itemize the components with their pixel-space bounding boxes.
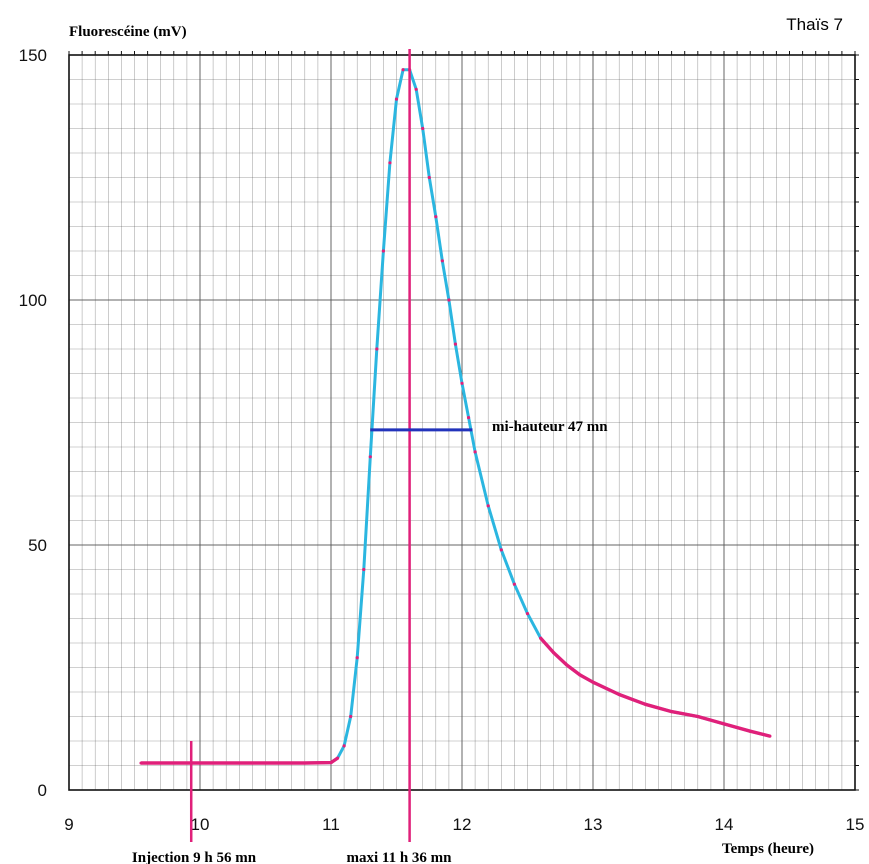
data-point [460,381,464,385]
data-point [552,651,556,655]
data-point [440,259,444,263]
annotations [189,49,473,842]
data-point [263,761,268,765]
data-point [565,663,569,667]
y-axis-label: Fluorescéine (mV) [69,24,187,40]
data-point [329,760,333,765]
x-tick-label: 12 [453,815,472,834]
data-point [303,761,307,765]
y-tick-label: 150 [19,46,47,65]
data-point [421,126,425,131]
x-tick-label: 10 [191,815,210,834]
plot-frame [68,51,859,791]
data-point [591,680,595,684]
data-point [643,702,648,706]
data-point [499,548,503,552]
data-series [139,68,772,765]
data-point [696,714,700,719]
data-point [368,455,372,459]
data-point [362,567,366,572]
data-point [512,582,517,586]
data-point [342,744,346,748]
data-point [394,97,399,101]
y-tick-label: 100 [19,291,47,310]
data-point [617,692,621,697]
data-point [427,175,431,180]
x-tick-label: 15 [846,815,865,834]
data-point [434,215,438,219]
data-point [447,298,451,302]
data-point [414,87,418,91]
x-tick-label: 9 [64,815,73,834]
data-point [670,710,674,714]
data-point [539,636,543,640]
data-point [335,756,340,760]
data-point [388,161,392,165]
maximum-label: maxi 11 h 36 mn [346,850,452,864]
series-tail-line [539,636,771,738]
data-point [349,714,353,719]
data-point [375,347,379,351]
chart-title: Thaïs 7 [786,15,843,34]
data-point [525,612,530,616]
half-height-label: mi-hauteur 47 mn [492,419,608,435]
x-tick-label: 11 [322,815,340,834]
data-point [473,450,477,454]
data-point [768,734,772,738]
data-point [355,656,359,660]
y-tick-label: 50 [28,536,47,555]
x-axis-label: Temps (heure) [722,841,814,857]
data-point [722,722,726,726]
data-point [466,416,471,420]
data-point [198,761,202,765]
injection-label: Injection 9 h 56 mn [132,850,257,864]
data-point [748,729,752,733]
y-tick-label: 0 [38,781,47,800]
data-point [486,504,490,508]
data-point [139,761,143,765]
series-line [141,68,771,765]
x-tick-label: 14 [715,815,734,834]
data-point [453,342,458,346]
grid [68,54,856,791]
data-point [381,249,385,253]
x-tick-label: 13 [584,815,603,834]
data-point [578,673,582,677]
data-point [401,68,405,72]
